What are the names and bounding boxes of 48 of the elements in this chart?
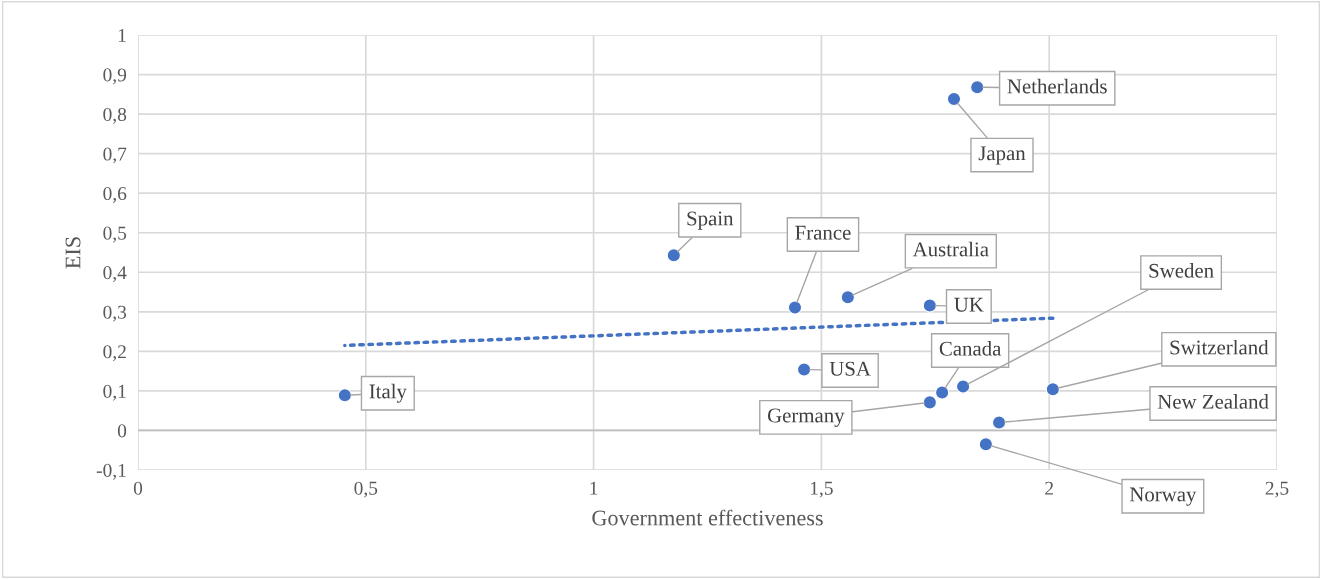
annotation: Italy [369, 383, 407, 403]
y-tick-label: 0,2 [103, 345, 126, 362]
annotation: Norway [1129, 487, 1197, 506]
y-axis-title: EIS [65, 237, 81, 269]
point [666, 248, 681, 263]
x-axis-title: Government effectiveness [592, 509, 823, 526]
point [840, 290, 855, 305]
point [922, 298, 937, 313]
x-tick-label: 2,5 [1265, 481, 1289, 498]
point [1045, 382, 1060, 397]
y-tick-label: 0,7 [103, 147, 127, 164]
x-tick-label: 1 [590, 481, 598, 495]
x-tick-label: 0,5 [354, 481, 378, 498]
y-tick-label: 0,6 [103, 187, 127, 203]
y-tick-label: 0,1 [103, 384, 126, 401]
y-tick-label: 1 [118, 28, 126, 42]
annotation: New Zealand [1157, 394, 1269, 409]
y-tick-label: 0,9 [103, 68, 127, 85]
y-tick-label: 0 [117, 424, 127, 438]
y-tick-label: 0,8 [103, 107, 127, 124]
point [787, 300, 803, 315]
annotation: Switzerland [1170, 339, 1269, 355]
annotation: Germany [767, 408, 845, 427]
y-tick-label: 0,3 [103, 305, 127, 322]
point [796, 362, 812, 377]
annotation: UK [954, 297, 984, 312]
point [337, 388, 352, 403]
annotation: Australia [912, 241, 989, 257]
y-tick-label: -0,1 [96, 463, 126, 480]
x-tick-label: 1,5 [810, 481, 833, 498]
annotation: Netherlands [1007, 78, 1107, 94]
annotation: Japan [978, 146, 1026, 165]
x-tick-label: 2 [1045, 481, 1053, 495]
y-tick-label: 0,4 [103, 266, 127, 283]
annotation: France [795, 225, 851, 240]
point [978, 437, 994, 452]
annotation: Spain [687, 211, 734, 230]
annotation: Sweden [1149, 263, 1214, 278]
point [955, 379, 971, 394]
point [970, 80, 985, 95]
y-tick-label: 0,5 [103, 226, 127, 243]
point [922, 395, 937, 410]
point [934, 385, 950, 400]
point [946, 91, 962, 107]
annotation: Canada [939, 341, 1002, 356]
annotation: USA [829, 361, 871, 376]
x-tick-label: 0 [133, 481, 143, 495]
point [991, 415, 1007, 430]
